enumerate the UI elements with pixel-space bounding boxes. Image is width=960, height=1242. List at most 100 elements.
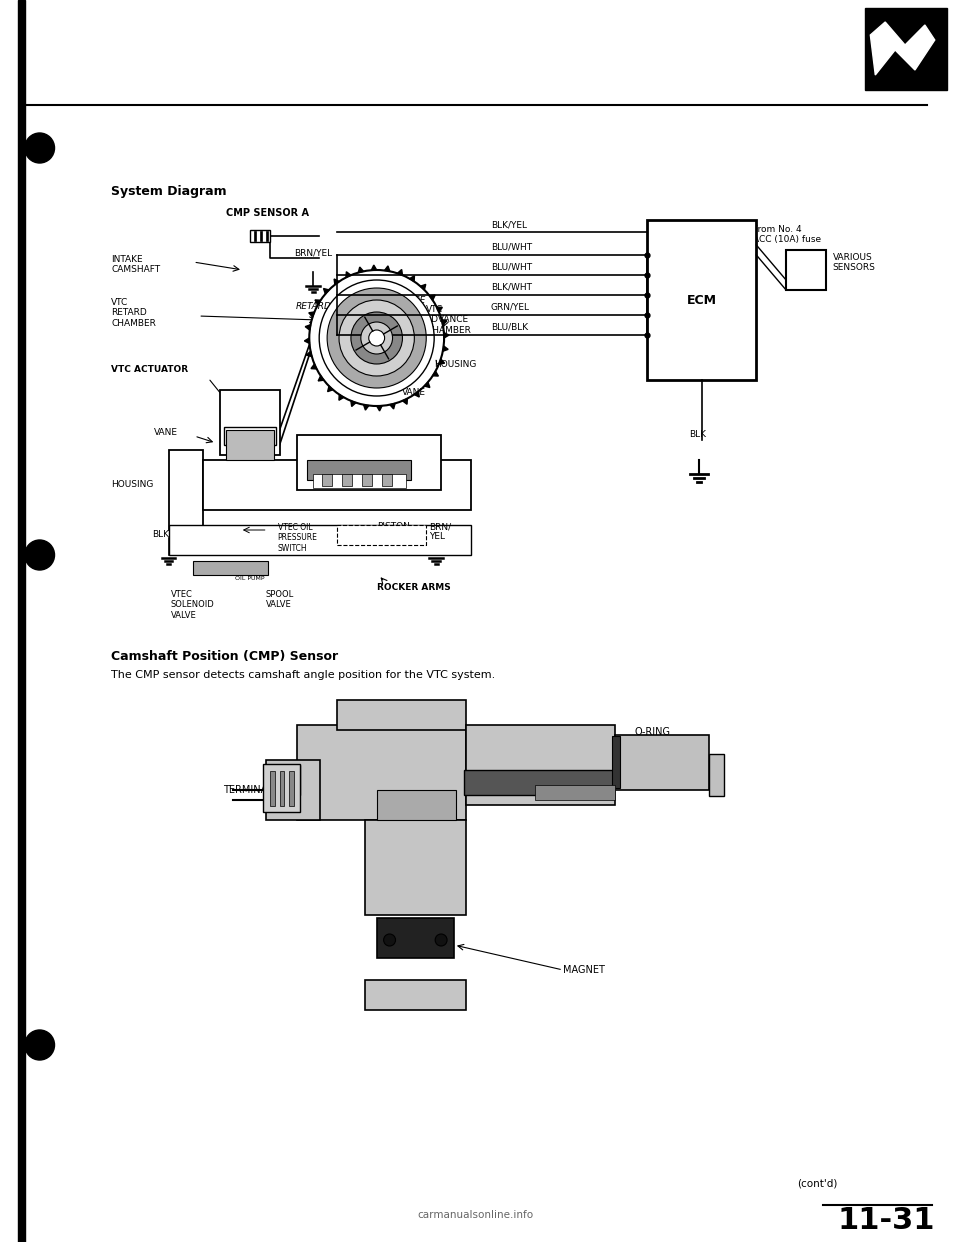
- Bar: [362, 474, 372, 486]
- Text: From
OIL PUMP: From OIL PUMP: [348, 474, 381, 488]
- Circle shape: [319, 279, 434, 396]
- Polygon shape: [442, 319, 447, 324]
- Bar: [253, 231, 255, 241]
- Polygon shape: [420, 284, 426, 289]
- Polygon shape: [315, 299, 321, 304]
- Bar: [204, 460, 470, 510]
- Circle shape: [384, 934, 396, 946]
- Text: BLU/WHT: BLU/WHT: [491, 263, 532, 272]
- Polygon shape: [414, 391, 420, 397]
- Polygon shape: [410, 276, 415, 282]
- Circle shape: [25, 133, 55, 163]
- Circle shape: [369, 330, 385, 347]
- Text: DRAIN: DRAIN: [379, 463, 407, 472]
- Bar: [298, 435, 441, 491]
- Text: (cont'd): (cont'd): [797, 1177, 838, 1189]
- Polygon shape: [372, 265, 376, 271]
- Bar: [266, 760, 321, 820]
- Text: From No. 4
ACC (10A) fuse: From No. 4 ACC (10A) fuse: [754, 225, 822, 245]
- Text: GRN/YEL: GRN/YEL: [491, 303, 530, 312]
- Polygon shape: [376, 406, 382, 411]
- Polygon shape: [402, 399, 407, 405]
- Polygon shape: [429, 296, 435, 301]
- Bar: [647, 220, 756, 380]
- Text: System Diagram: System Diagram: [111, 185, 227, 197]
- Polygon shape: [339, 395, 344, 400]
- Bar: [466, 725, 614, 805]
- Bar: [337, 525, 426, 545]
- Text: From
OIL PUMP: From OIL PUMP: [235, 570, 265, 581]
- Text: The CMP sensor detects camshaft angle position for the VTC system.: The CMP sensor detects camshaft angle po…: [111, 669, 495, 681]
- Polygon shape: [309, 312, 315, 317]
- Bar: [313, 474, 406, 488]
- Text: VANE: VANE: [401, 388, 425, 397]
- Text: DRAIN: DRAIN: [332, 443, 360, 452]
- Bar: [323, 474, 332, 486]
- Polygon shape: [439, 359, 444, 364]
- Text: CMP SENSOR A: CMP SENSOR A: [226, 207, 309, 219]
- Polygon shape: [437, 307, 443, 312]
- Text: SPOOL
VALVE: SPOOL VALVE: [266, 590, 294, 610]
- Text: ROCKER ARMS: ROCKER ARMS: [376, 582, 450, 592]
- Text: BRN/YEL: BRN/YEL: [295, 248, 332, 257]
- Polygon shape: [324, 288, 329, 294]
- Bar: [260, 231, 262, 241]
- Bar: [536, 785, 614, 800]
- Text: ADVANCE: ADVANCE: [383, 296, 426, 306]
- Polygon shape: [327, 386, 333, 391]
- Circle shape: [25, 1030, 55, 1059]
- Circle shape: [327, 288, 426, 388]
- Polygon shape: [444, 333, 449, 338]
- Bar: [250, 230, 270, 242]
- Text: HOUSING: HOUSING: [111, 479, 154, 489]
- Bar: [365, 980, 466, 1010]
- Bar: [263, 764, 300, 812]
- Text: O-RING: O-RING: [635, 727, 670, 737]
- Text: VTC ACTUATOR: VTC ACTUATOR: [111, 365, 188, 374]
- Polygon shape: [364, 405, 369, 410]
- Bar: [169, 450, 204, 530]
- Polygon shape: [318, 376, 324, 381]
- Bar: [279, 771, 284, 806]
- Polygon shape: [306, 351, 312, 356]
- Bar: [376, 790, 456, 820]
- Polygon shape: [346, 272, 351, 277]
- Polygon shape: [443, 345, 448, 351]
- Bar: [708, 754, 724, 796]
- Bar: [337, 700, 466, 730]
- Bar: [307, 460, 412, 479]
- Polygon shape: [304, 338, 309, 344]
- Polygon shape: [385, 266, 390, 271]
- Text: MAGNET: MAGNET: [564, 965, 605, 975]
- Text: VTC
ADVANCE
CHAMBER: VTC ADVANCE CHAMBER: [426, 306, 471, 335]
- Polygon shape: [334, 279, 339, 284]
- Text: VANE: VANE: [154, 428, 178, 437]
- Bar: [298, 725, 466, 820]
- Polygon shape: [305, 324, 311, 330]
- Text: BLK: BLK: [689, 430, 706, 438]
- Text: TERMINAL: TERMINAL: [223, 785, 273, 795]
- Circle shape: [361, 322, 393, 354]
- Bar: [266, 765, 300, 795]
- Text: INTAKE
CAMSHAFT: INTAKE CAMSHAFT: [111, 255, 160, 274]
- Bar: [270, 771, 275, 806]
- Text: RETARD: RETARD: [296, 302, 331, 310]
- Polygon shape: [351, 401, 356, 406]
- Polygon shape: [390, 404, 396, 409]
- Bar: [290, 771, 295, 806]
- Polygon shape: [311, 364, 317, 369]
- Text: BLK: BLK: [152, 530, 169, 539]
- Bar: [18, 0, 25, 1242]
- Circle shape: [351, 312, 402, 364]
- Circle shape: [435, 934, 447, 946]
- Bar: [169, 525, 470, 555]
- Text: VTEC OIL
PRESSURE
SWITCH: VTEC OIL PRESSURE SWITCH: [277, 523, 318, 553]
- Text: HOUSING: HOUSING: [434, 360, 476, 369]
- Text: BLK/YEL: BLK/YEL: [491, 220, 527, 229]
- Text: VTEC
SOLENOID
VALVE: VTEC SOLENOID VALVE: [171, 590, 214, 620]
- Bar: [614, 735, 708, 790]
- Bar: [865, 7, 947, 89]
- Bar: [342, 474, 352, 486]
- Bar: [193, 561, 268, 575]
- Bar: [786, 250, 826, 289]
